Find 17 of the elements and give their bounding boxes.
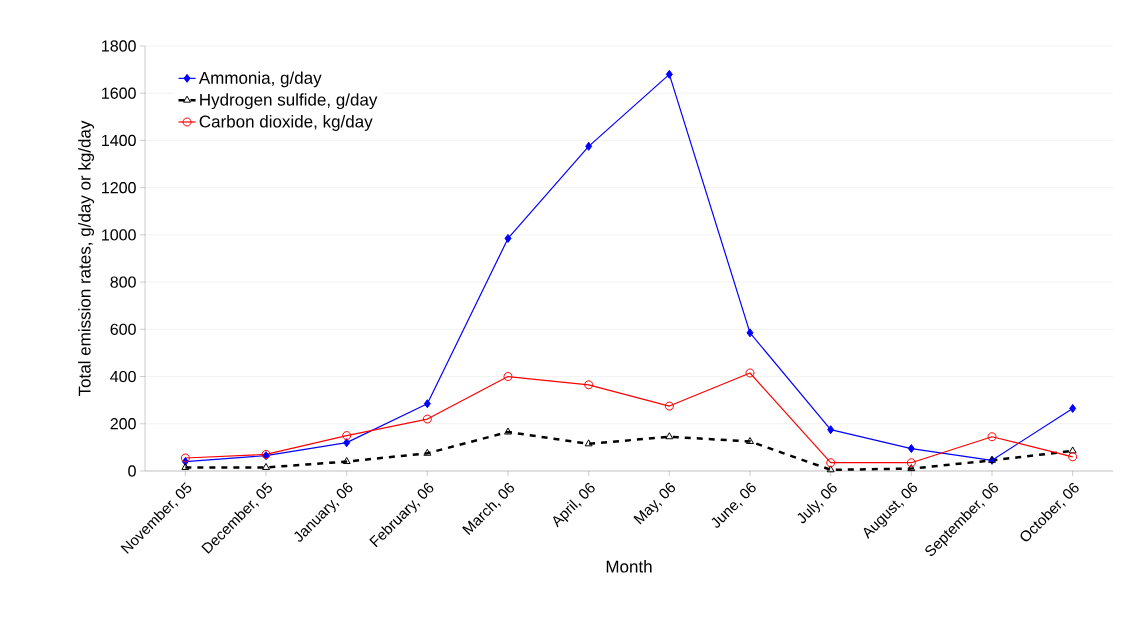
x-tick-label: May, 06 <box>633 482 676 525</box>
legend-label: Hydrogen sulfide, g/day <box>200 93 378 110</box>
y-tick-label: 1800 <box>102 40 136 52</box>
legend-label: Ammonia, g/day <box>198 71 322 88</box>
x-tick-label: July, 06 <box>797 483 837 524</box>
y-tick-label: 200 <box>110 418 136 430</box>
y-tick-label: 600 <box>110 323 136 335</box>
y-tick-label: 1200 <box>102 182 136 194</box>
y-tick-label: 400 <box>110 370 136 383</box>
y-tick-label: 800 <box>110 276 136 288</box>
legend-label: Carbon dioxide, kg/day <box>199 115 373 131</box>
y-tick-label: 0 <box>128 465 136 477</box>
x-axis-title: Month <box>606 560 652 573</box>
y-tick-label: 1400 <box>102 134 136 147</box>
y-tick-label: 1000 <box>102 229 136 241</box>
y-axis-title: Total emission rates, g/day or kg/day <box>78 120 95 397</box>
y-tick-label: 1600 <box>102 87 136 99</box>
